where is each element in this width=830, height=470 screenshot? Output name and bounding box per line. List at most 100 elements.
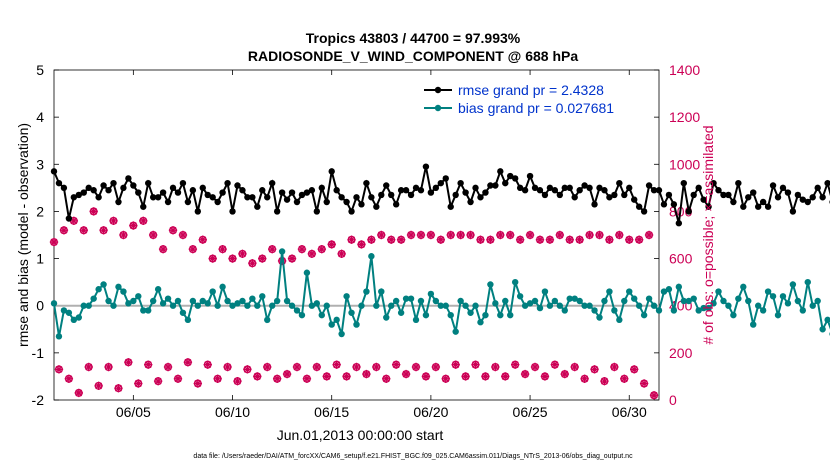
rmse-point [715, 187, 722, 194]
obs-assimilated-cross [644, 230, 654, 240]
obs-assimilated-cross [510, 360, 520, 369]
bias-point [546, 302, 554, 309]
obs-assimilated-cross [258, 254, 267, 263]
rmse-point [730, 198, 737, 206]
left-tick-label: 3 [36, 156, 44, 172]
bias-point [184, 316, 192, 324]
chart-title-line2: RADIOSONDE_V_WIND_COMPONENT @ 688 hPa [248, 48, 578, 64]
bias-point [487, 281, 494, 288]
bias-point [621, 297, 628, 305]
obs-marker [129, 221, 138, 230]
x-tick-label: 06/10 [215, 404, 250, 420]
rmse-point [685, 208, 692, 215]
bias-point [80, 302, 87, 309]
obs-assimilated-cross [391, 360, 401, 369]
obs-assimilated-cross [372, 362, 381, 372]
obs-assimilated-cross [248, 259, 257, 268]
obs-assimilated-cross [421, 372, 431, 381]
x-tick-label: 06/30 [612, 404, 647, 420]
obs-assimilated-cross [64, 374, 74, 383]
bias-point [725, 302, 732, 309]
bias-point [353, 321, 360, 328]
bias-point [680, 297, 687, 305]
obs-marker [203, 360, 212, 369]
bias-point [452, 328, 459, 335]
rmse-point [650, 187, 658, 194]
rmse-point [268, 179, 276, 187]
obs-marker [580, 374, 589, 383]
right-tick-label: 1000 [669, 156, 700, 172]
obs-marker [630, 365, 639, 374]
rmse-point [507, 172, 514, 180]
bias-point [199, 297, 206, 305]
bias-point [120, 288, 127, 295]
obs-marker [406, 230, 416, 240]
obs-assimilated-cross [525, 230, 535, 240]
obs-assimilated-cross [634, 235, 644, 244]
obs-assimilated-cross [203, 360, 212, 369]
rmse-point [313, 208, 321, 215]
bias-point [616, 316, 623, 324]
obs-assimilated-cross [600, 376, 609, 386]
obs-marker [565, 235, 574, 244]
obs-assimilated-cross [575, 235, 584, 244]
obs-marker [456, 230, 465, 240]
obs-assimilated-cross [129, 221, 138, 230]
rmse-point [363, 179, 370, 187]
bias-point [90, 295, 97, 302]
bias-point [402, 295, 410, 302]
obs-assimilated-cross [436, 235, 446, 244]
obs-assimilated-cross [168, 226, 178, 235]
obs-marker [238, 249, 247, 259]
rmse-point [754, 203, 762, 210]
legend: rmse grand pr = 2.4328 bias grand pr = 0… [424, 82, 614, 116]
obs-marker [585, 230, 594, 240]
obs-assimilated-cross [605, 235, 614, 244]
obs-marker [357, 240, 366, 249]
obs-assimilated-cross [411, 362, 421, 372]
obs-marker [431, 362, 441, 372]
rmse-point [616, 179, 623, 187]
legend-rmse-marker [434, 86, 442, 94]
obs-assimilated-cross [163, 362, 173, 372]
obs-marker [639, 379, 649, 388]
obs-assimilated-cross [406, 230, 416, 240]
rmse-point [452, 191, 459, 199]
rmse-point [164, 198, 172, 206]
rmse-point [759, 198, 767, 206]
obs-assimilated-cross [228, 254, 237, 263]
rmse-point [645, 182, 653, 189]
rmse-point [725, 191, 732, 199]
obs-marker [124, 358, 133, 367]
bias-point [303, 269, 311, 276]
bias-point [313, 300, 321, 307]
rmse-point [75, 191, 82, 199]
obs-marker [649, 391, 659, 400]
bias-point [596, 314, 603, 321]
obs-assimilated-cross [530, 362, 540, 372]
rmse-point [601, 187, 608, 194]
rmse-point [402, 187, 410, 194]
obs-assimilated-cross [545, 235, 555, 244]
rmse-point [338, 194, 345, 201]
obs-marker [332, 360, 341, 369]
rmse-point [214, 198, 221, 206]
bias-point [561, 307, 568, 314]
x-tick-label: 06/15 [314, 404, 349, 420]
bias-point [338, 330, 345, 338]
x-axis-ticks: 06/05 06/10 06/15 06/20 06/25 06/30 [116, 70, 647, 420]
rmse-point [239, 187, 246, 194]
obs-marker [486, 235, 495, 244]
rmse-point [85, 184, 92, 192]
rmse-point [70, 194, 78, 201]
obs-assimilated-cross [178, 230, 188, 240]
bias-point [378, 288, 385, 295]
rmse-point [804, 198, 811, 206]
obs-marker [302, 374, 312, 383]
obs-marker [327, 240, 336, 249]
bias-point [586, 302, 593, 309]
bias-point [700, 304, 707, 312]
bias-point [95, 286, 102, 293]
rmse-point [288, 189, 296, 196]
